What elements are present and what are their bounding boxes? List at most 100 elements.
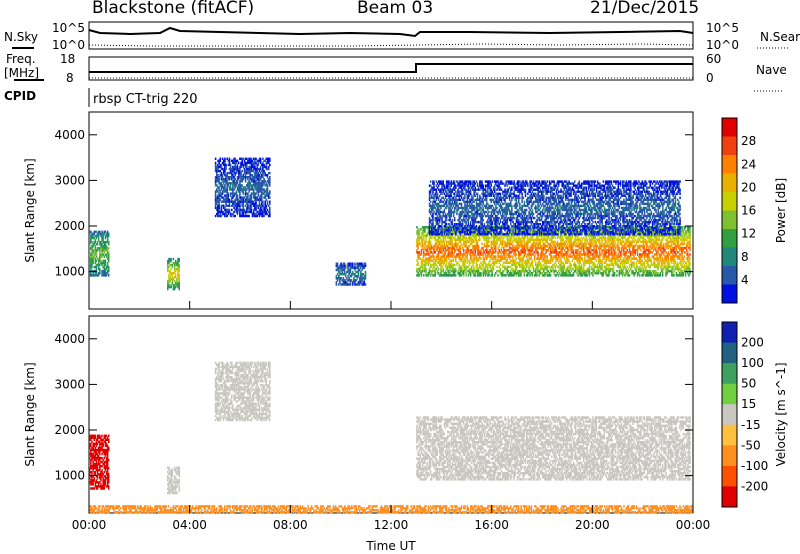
power-echo-cell [250, 178, 253, 181]
power-echo-cell [480, 261, 482, 264]
power-echo-cell [479, 257, 481, 260]
power-echo-cell [500, 232, 503, 235]
power-echo-cell [437, 253, 440, 256]
power-echo-cell [543, 249, 545, 252]
power-echo-cell [231, 212, 233, 216]
power-echo-cell [506, 267, 508, 271]
power-echo-cell [436, 257, 439, 260]
power-echo-cell [522, 267, 524, 271]
power-echo-cell [444, 246, 447, 250]
power-echo-cell [263, 188, 265, 191]
power-echo-cell [429, 263, 432, 267]
power-echo-cell [224, 208, 226, 212]
power-echo-cell [567, 261, 569, 264]
power-echo-cell [531, 261, 534, 264]
power-echo-cell [527, 269, 529, 273]
power-echo-cell [476, 246, 479, 250]
power-echo-cell [562, 267, 564, 271]
power-echo-cell [548, 272, 551, 275]
power-echo-cell [353, 277, 355, 280]
power-echo-cell [255, 212, 257, 216]
power-echo-cell [95, 249, 98, 252]
power-echo-cell [361, 262, 363, 265]
power-echo-cell [254, 171, 256, 175]
power-echo-cell [236, 210, 239, 214]
power-echo-cell [224, 198, 226, 201]
power-echo-cell [255, 204, 257, 207]
power-echo-cell [441, 251, 443, 254]
power-echo-cell [255, 208, 257, 212]
power-echo-cell [475, 238, 478, 241]
power-echo-cell [557, 232, 560, 235]
power-echo-cell [443, 242, 446, 246]
power-echo-cell [106, 265, 109, 269]
power-echo-cell [505, 255, 507, 258]
power-echo-cell [461, 246, 464, 250]
power-echo-cell [546, 228, 548, 231]
power-echo-cell [100, 261, 102, 265]
power-echo-cell [565, 251, 568, 254]
power-echo-cell [361, 272, 363, 276]
power-echo-cell [106, 251, 109, 254]
power-echo-cell [449, 255, 451, 258]
power-echo-cell [544, 257, 546, 260]
power-echo-cell [546, 259, 548, 262]
power-echo-cell [266, 208, 269, 212]
power-echo-cell [231, 178, 233, 181]
power-echo-cell [439, 263, 441, 267]
power-echo-cell [256, 204, 258, 207]
power-echo-cell [521, 236, 523, 239]
power-echo-cell [177, 273, 179, 277]
power-echo-cell [543, 242, 545, 246]
power-echo-cell [262, 171, 264, 175]
power-echo-cell [541, 244, 544, 248]
power-echo-cell [340, 266, 342, 270]
power-echo-cell [559, 246, 561, 250]
power-echo-cell [269, 176, 271, 179]
power-echo-cell [578, 257, 580, 260]
power-echo-cell [524, 269, 527, 273]
power-echo-cell [443, 257, 446, 260]
power-echo-cell [465, 259, 467, 262]
power-echo-cell [579, 272, 582, 275]
power-echo-cell [255, 157, 257, 160]
power-echo-cell [455, 259, 457, 262]
power-echo-cell [524, 244, 527, 248]
power-echo-cell [100, 245, 102, 248]
power-echo-cell [235, 161, 238, 165]
power-echo-cell [525, 261, 528, 264]
power-echo-cell [423, 249, 425, 252]
power-echo-cell [250, 208, 253, 212]
power-echo-cell [169, 275, 171, 279]
power-echo-cell [475, 269, 478, 273]
power-echo-cell [425, 263, 427, 267]
power-echo-cell [511, 238, 513, 241]
power-echo-cell [519, 259, 521, 262]
power-echo-cell [492, 255, 495, 258]
power-echo-cell [568, 240, 570, 244]
power-echo-cell [101, 261, 103, 265]
power-echo-cell [92, 257, 94, 260]
power-echo-cell [170, 267, 172, 271]
power-echo-cell [488, 236, 490, 239]
power-echo-cell [349, 266, 352, 270]
power-echo-cell [432, 255, 434, 258]
power-echo-cell [358, 277, 361, 280]
power-echo-cell [449, 240, 451, 244]
power-echo-cell [262, 174, 264, 177]
power-echo-cell [102, 247, 104, 250]
power-echo-cell [226, 196, 228, 199]
power-echo-cell [232, 194, 234, 197]
power-echo-cell [509, 269, 512, 273]
power-echo-cell [269, 202, 271, 205]
power-echo-cell [445, 272, 448, 275]
power-echo-cell [578, 269, 580, 273]
power-echo-cell [263, 206, 265, 210]
power-echo-cell [242, 178, 245, 181]
power-echo-cell [173, 271, 176, 275]
power-echo-cell [628, 274, 631, 277]
power-echo-cell [248, 190, 250, 193]
power-echo-cell [456, 263, 458, 267]
power-echo-cell [531, 263, 534, 267]
power-echo-cell [523, 240, 526, 244]
